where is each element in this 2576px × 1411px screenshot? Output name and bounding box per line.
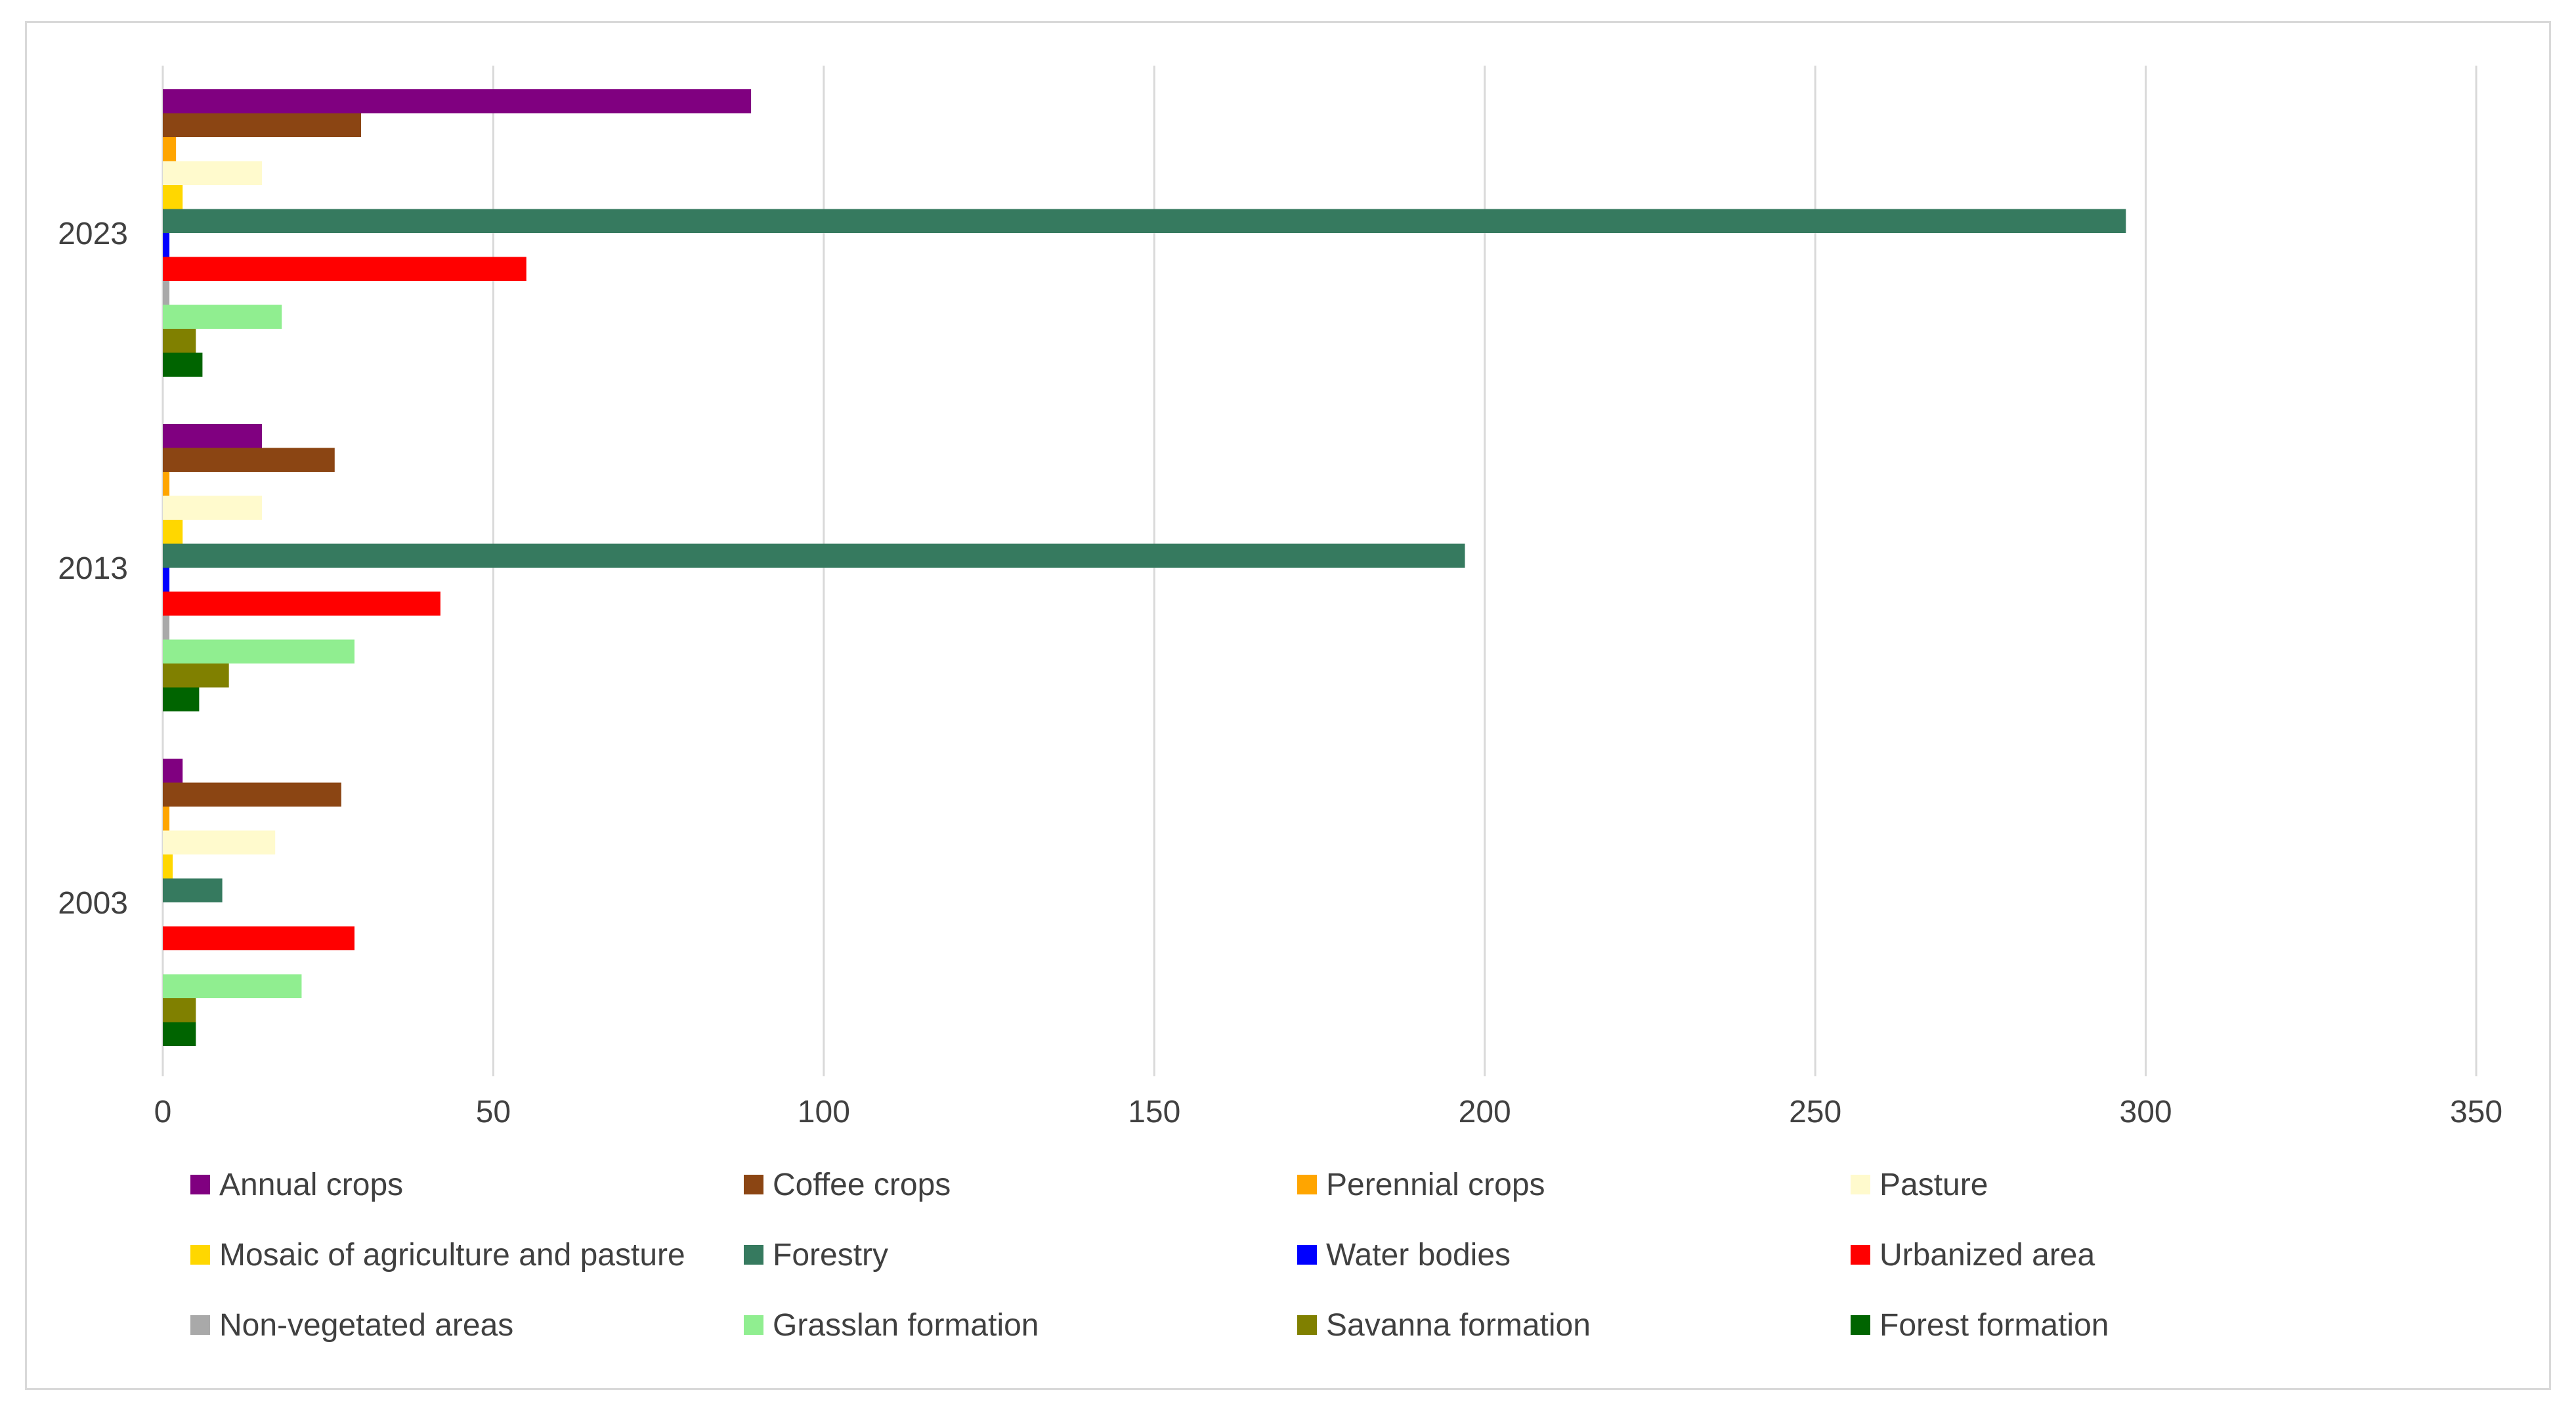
bar-grasslan-formation-2013 xyxy=(163,639,354,663)
legend-swatch xyxy=(744,1315,763,1335)
legend-label: Non-vegetated areas xyxy=(219,1307,514,1343)
legend-item: Urbanized area xyxy=(1851,1235,2095,1274)
bar-perennial-crops-2013 xyxy=(163,472,170,496)
legend-label: Coffee crops xyxy=(773,1167,951,1202)
bar-coffee-crops-2013 xyxy=(163,448,335,472)
chart-frame xyxy=(25,21,2551,1390)
legend-swatch xyxy=(744,1245,763,1265)
legend-item: Annual crops xyxy=(190,1165,403,1204)
legend-item: Grasslan formation xyxy=(744,1305,1039,1345)
bar-savanna-formation-2013 xyxy=(163,663,229,688)
x-tick-label: 100 xyxy=(798,1095,850,1129)
bar-forest-formation-2013 xyxy=(163,687,200,711)
bar-non-vegetated-areas-2023 xyxy=(163,281,170,305)
bar-savanna-formation-2003 xyxy=(163,998,196,1022)
legend-item: Forest formation xyxy=(1851,1305,2109,1345)
legend-swatch xyxy=(1851,1245,1870,1265)
bar-water-bodies-2013 xyxy=(163,568,170,592)
bar-forestry-2013 xyxy=(163,543,1465,568)
x-tick-label: 0 xyxy=(154,1095,172,1129)
bar-pasture-2003 xyxy=(163,830,276,854)
x-tick-label: 300 xyxy=(2120,1095,2172,1129)
legend-swatch xyxy=(190,1245,210,1265)
bar-forestry-2023 xyxy=(163,209,2126,233)
legend-swatch xyxy=(744,1175,763,1194)
legend-swatch xyxy=(1851,1315,1870,1335)
bar-grasslan-formation-2023 xyxy=(163,305,282,329)
bar-non-vegetated-areas-2013 xyxy=(163,616,170,640)
bar-forestry-2003 xyxy=(163,878,223,902)
legend-item: Water bodies xyxy=(1297,1235,1511,1274)
legend-swatch xyxy=(1297,1175,1317,1194)
bar-coffee-crops-2023 xyxy=(163,113,362,137)
legend: Annual crops Coffee crops Perennial crops P… xyxy=(190,1165,2422,1381)
y-tick-label: 2013 xyxy=(58,551,128,586)
category-tick-labels: 2023 2013 2003 xyxy=(58,217,128,921)
x-tick-label: 50 xyxy=(476,1095,511,1129)
value-tick-labels: 0 50 100 150 200 250 300 350 xyxy=(154,1095,2502,1129)
x-tick-label: 250 xyxy=(1789,1095,1841,1129)
legend-swatch xyxy=(190,1175,210,1194)
legend-label: Forest formation xyxy=(1879,1307,2109,1343)
bar-grasslan-formation-2003 xyxy=(163,974,302,998)
legend-swatch xyxy=(1297,1315,1317,1335)
legend-item: Non-vegetated areas xyxy=(190,1305,513,1345)
bar-annual-crops-2003 xyxy=(163,759,183,783)
legend-label: Mosaic of agriculture and pasture xyxy=(219,1237,685,1273)
legend-item: Perennial crops xyxy=(1297,1165,1545,1204)
x-tick-label: 200 xyxy=(1459,1095,1511,1129)
legend-label: Perennial crops xyxy=(1326,1167,1545,1202)
bar-water-bodies-2023 xyxy=(163,233,170,257)
y-tick-label: 2003 xyxy=(58,886,128,921)
x-tick-label: 150 xyxy=(1128,1095,1180,1129)
legend-label: Water bodies xyxy=(1326,1237,1511,1273)
bar-perennial-crops-2003 xyxy=(163,807,170,831)
bar-coffee-crops-2003 xyxy=(163,782,341,807)
legend-swatch xyxy=(1851,1175,1870,1194)
legend-item: Savanna formation xyxy=(1297,1305,1591,1345)
bar-annual-crops-2023 xyxy=(163,89,752,114)
bar-mosaic-of-agriculture-and-pasture-2003 xyxy=(163,854,173,879)
bar-mosaic-of-agriculture-and-pasture-2013 xyxy=(163,520,183,544)
bar-forest-formation-2023 xyxy=(163,352,203,377)
bar-savanna-formation-2023 xyxy=(163,329,196,353)
legend-item: Forestry xyxy=(744,1235,888,1274)
legend-label: Annual crops xyxy=(219,1167,404,1202)
y-tick-label: 2023 xyxy=(58,217,128,251)
bar-perennial-crops-2023 xyxy=(163,137,177,161)
legend-label: Grasslan formation xyxy=(773,1307,1039,1343)
legend-swatch xyxy=(190,1315,210,1335)
bar-urbanized-area-2003 xyxy=(163,926,354,950)
bar-urbanized-area-2023 xyxy=(163,257,526,281)
bar-pasture-2013 xyxy=(163,495,263,520)
bar-urbanized-area-2013 xyxy=(163,591,440,616)
legend-item: Pasture xyxy=(1851,1165,1988,1204)
legend-item: Mosaic of agriculture and pasture xyxy=(190,1235,685,1274)
bar-forest-formation-2003 xyxy=(163,1022,196,1046)
legend-label: Forestry xyxy=(773,1237,889,1273)
legend-label: Savanna formation xyxy=(1326,1307,1591,1343)
bars xyxy=(163,89,2126,1046)
bar-pasture-2023 xyxy=(163,161,263,185)
legend-label: Urbanized area xyxy=(1879,1237,2095,1273)
x-tick-label: 350 xyxy=(2450,1095,2502,1129)
legend-item: Coffee crops xyxy=(744,1165,951,1204)
bar-annual-crops-2013 xyxy=(163,424,263,448)
bar-mosaic-of-agriculture-and-pasture-2023 xyxy=(163,185,183,209)
legend-label: Pasture xyxy=(1879,1167,1988,1202)
legend-swatch xyxy=(1297,1245,1317,1265)
